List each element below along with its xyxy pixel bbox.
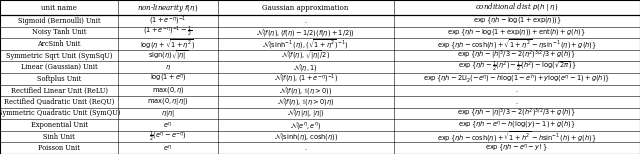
- Text: $\exp\{\eta h - \log(1+\exp(\eta)) + \mathrm{ent}(h) + g(h)\}$: $\exp\{\eta h - \log(1+\exp(\eta)) + \ma…: [447, 27, 586, 38]
- Text: $(1+e^{-\eta})^{-1}$: $(1+e^{-\eta})^{-1}$: [149, 15, 187, 27]
- Text: $\exp\{\eta h - \cosh(h) + \sqrt{1+\eta^2} - \eta\sin^{-1}(\eta) + g(h)\}$: $\exp\{\eta h - \cosh(h) + \sqrt{1+\eta^…: [437, 37, 596, 51]
- Text: Noisy Tanh Unit: Noisy Tanh Unit: [32, 28, 86, 36]
- Text: $\exp\{\eta h - |\eta|^3/3 - 2(h^2)^{3/2}/3 + g(h)\}$: $\exp\{\eta h - |\eta|^3/3 - 2(h^2)^{3/2…: [458, 107, 576, 120]
- Text: $\cdot$: $\cdot$: [515, 86, 518, 94]
- Text: $\exp\{\eta h - 2\mathrm{Li}_2(-e^{\eta}) - h\log(1-e^h) + y\log(e^{\eta}-1) + g: $\exp\{\eta h - 2\mathrm{Li}_2(-e^{\eta}…: [423, 72, 611, 85]
- Text: $\mathcal{N}(\eta,1)$: $\mathcal{N}(\eta,1)$: [293, 62, 318, 73]
- Text: $(1+e^{-\eta})^{-1} - \frac{1}{2}$: $(1+e^{-\eta})^{-1} - \frac{1}{2}$: [143, 25, 193, 39]
- Text: $\mathcal{N}(f(\eta),(1+e^{-\eta})^{-1})$: $\mathcal{N}(f(\eta),(1+e^{-\eta})^{-1})…: [273, 73, 338, 85]
- Text: $\max(0,\eta|\eta|)$: $\max(0,\eta|\eta|)$: [147, 96, 189, 107]
- Text: Linear (Gaussian) Unit: Linear (Gaussian) Unit: [21, 63, 97, 71]
- Text: $\mathcal{N}(f(\eta),\sqrt{|\eta|}/2)$: $\mathcal{N}(f(\eta),\sqrt{|\eta|}/2)$: [281, 49, 330, 62]
- Text: $e^{\eta}$: $e^{\eta}$: [163, 143, 173, 153]
- Text: non-linearity $f(\eta)$: non-linearity $f(\eta)$: [138, 2, 198, 14]
- Text: $\mathcal{N}(f(\eta),\mathbb{1}(\eta>0)\eta)$: $\mathcal{N}(f(\eta),\mathbb{1}(\eta>0)\…: [277, 96, 334, 107]
- Text: $\frac{1}{2}(e^{\eta}-e^{-\eta})$: $\frac{1}{2}(e^{\eta}-e^{-\eta})$: [149, 130, 187, 144]
- Text: $\log(\eta+\sqrt{1+\eta^2})$: $\log(\eta+\sqrt{1+\eta^2})$: [140, 37, 196, 51]
- Text: Softplus Unit: Softplus Unit: [37, 75, 81, 83]
- Text: Sigmoid (Bernoulli) Unit: Sigmoid (Bernoulli) Unit: [18, 17, 100, 25]
- Text: $\eta|\eta|$: $\eta|\eta|$: [161, 108, 175, 119]
- Text: Rectified Quadratic Unit (ReQU): Rectified Quadratic Unit (ReQU): [4, 98, 115, 106]
- Text: Symmetric Sqrt Unit (SymSqU): Symmetric Sqrt Unit (SymSqU): [6, 52, 113, 60]
- Text: $\mathcal{N}(\sinh^{-1}(\eta),(\sqrt{1+\eta^2})^{-1})$: $\mathcal{N}(\sinh^{-1}(\eta),(\sqrt{1+\…: [262, 37, 349, 51]
- Text: unit name: unit name: [41, 4, 77, 12]
- Text: $\exp\{\eta h - e^{\eta} - y!\}$: $\exp\{\eta h - e^{\eta} - y!\}$: [485, 142, 548, 154]
- Text: $\mathcal{N}(e^{\eta},e^{\eta})$: $\mathcal{N}(e^{\eta},e^{\eta})$: [290, 120, 321, 131]
- Text: $\exp\{\eta h - \cosh(\eta) + \sqrt{1+h^2} - h\sin^{-1}(h) + g(h)\}$: $\exp\{\eta h - \cosh(\eta) + \sqrt{1+h^…: [437, 129, 596, 144]
- Text: Rectified Linear Unit (ReLU): Rectified Linear Unit (ReLU): [11, 86, 108, 94]
- Text: $\exp\{\eta h - \log(1+\exp(\eta))\}$: $\exp\{\eta h - \log(1+\exp(\eta))\}$: [472, 16, 561, 26]
- Text: $\mathcal{N}(f(\eta),\mathbb{1}(\eta>0))$: $\mathcal{N}(f(\eta),\mathbb{1}(\eta>0))…: [279, 85, 332, 96]
- Text: $\mathcal{N}(\sinh(\eta),\cosh(\eta))$: $\mathcal{N}(\sinh(\eta),\cosh(\eta))$: [273, 131, 338, 142]
- Text: $\cdot$: $\cdot$: [515, 98, 518, 106]
- Text: $\exp\{\eta h - |h|^3/3 - 2(\eta^2)^{3/2}/3 + g(h)\}$: $\exp\{\eta h - |h|^3/3 - 2(\eta^2)^{3/2…: [458, 49, 576, 62]
- Text: $\log(1+e^{\eta})$: $\log(1+e^{\eta})$: [150, 73, 186, 84]
- Text: $\mathcal{N}(f(\eta),(f(\eta)-1/2)(f(\eta)+1/2))$: $\mathcal{N}(f(\eta),(f(\eta)-1/2)(f(\et…: [256, 27, 355, 38]
- Text: $\exp\{\eta h - \frac{1}{2}(\eta^2) - \frac{1}{2}(h^2) - \log(\sqrt{2\pi})\}$: $\exp\{\eta h - \frac{1}{2}(\eta^2) - \f…: [458, 60, 576, 74]
- Text: ArcSinh Unit: ArcSinh Unit: [38, 40, 81, 48]
- Text: conditional dist $p(h\mid\eta)$: conditional dist $p(h\mid\eta)$: [475, 2, 559, 13]
- Text: Exponential Unit: Exponential Unit: [31, 121, 88, 129]
- Text: $\max(0,\eta)$: $\max(0,\eta)$: [152, 85, 184, 95]
- Text: $e^{\eta}$: $e^{\eta}$: [163, 120, 173, 130]
- Text: $\exp\{\eta h - e^{\eta} - h(\log(y)-1) + g(h)\}$: $\exp\{\eta h - e^{\eta} - h(\log(y)-1) …: [458, 119, 575, 131]
- Text: $\eta$: $\eta$: [165, 63, 171, 72]
- Text: $\cdot$: $\cdot$: [304, 17, 307, 25]
- Text: Symmetric Quadratic Unit (SymQU): Symmetric Quadratic Unit (SymQU): [0, 109, 120, 118]
- Text: $\mathrm{sign}(\eta)\sqrt{|\eta|}$: $\mathrm{sign}(\eta)\sqrt{|\eta|}$: [148, 49, 188, 62]
- Text: $\mathcal{N}(\eta|\eta|,|\eta|)$: $\mathcal{N}(\eta|\eta|,|\eta|)$: [287, 107, 324, 120]
- Text: $\cdot$: $\cdot$: [304, 144, 307, 152]
- Text: Poisson Unit: Poisson Unit: [38, 144, 80, 152]
- Text: Sinh Unit: Sinh Unit: [44, 133, 75, 141]
- Text: Gaussian approximation: Gaussian approximation: [262, 4, 349, 12]
